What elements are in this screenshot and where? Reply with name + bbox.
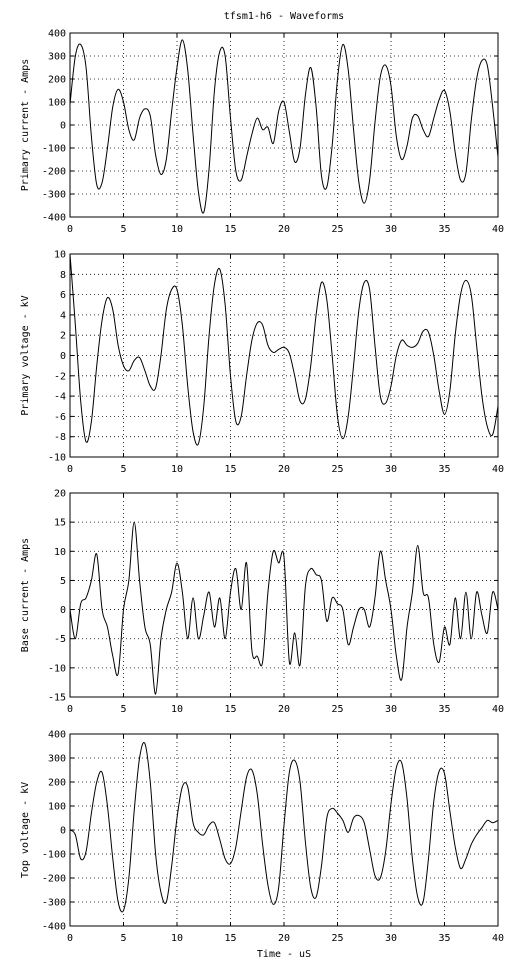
y-tick-label: 8 [60,270,66,281]
y-axis-label: Top voltage - kV [20,782,31,878]
x-tick-label: 5 [120,704,126,715]
x-tick-label: 10 [171,704,183,715]
y-tick-label: -8 [54,432,66,443]
y-tick-label: 0 [60,351,66,362]
chart-panel-4: 0 5 10 15 20 25 30 35 40 -400 -300 -200 -100 0 100 200 3… [20,730,504,961]
y-tick-label: 400 [48,29,66,40]
y-tick-label: -6 [54,412,66,423]
series-line [70,521,498,695]
x-tick-label: 5 [120,224,126,235]
y-tick-label: -4 [54,392,66,403]
chart-panel-1: 0 5 10 15 20 25 30 35 40 -400 -300 -200 -100 0 100 200 3… [20,29,504,236]
x-tick-label: 15 [224,933,236,944]
y-tick-label: -400 [42,922,66,933]
x-tick-label: 40 [492,464,504,475]
y-tick-label: 200 [48,778,66,789]
x-tick-label: 20 [278,224,290,235]
x-tick-label: 0 [67,464,73,475]
y-tick-label: -300 [42,898,66,909]
y-tick-label: -400 [42,213,66,224]
x-tick-label: 40 [492,933,504,944]
y-tick-label: -200 [42,167,66,178]
x-tick-label: 10 [171,933,183,944]
y-tick-label: 10 [54,547,66,558]
x-tick-label: 25 [331,224,343,235]
y-tick-label: 400 [48,730,66,741]
x-tick-label: 20 [278,933,290,944]
y-tick-label: 10 [54,250,66,261]
y-tick-label: -100 [42,144,66,155]
y-tick-label: -200 [42,874,66,885]
plot-frame [69,253,499,458]
x-axis-label: Time - uS [257,949,311,960]
chart-panel-2: 0 5 10 15 20 25 30 35 40 -10 -8 -6 -4 -2 0 2 4 6 8 10 Primar… [20,250,504,476]
y-tick-label: -300 [42,190,66,201]
x-tick-label: 35 [438,224,450,235]
y-tick-label: 300 [48,52,66,63]
y-tick-label: 0 [60,121,66,132]
x-tick-label: 30 [385,704,397,715]
x-tick-label: 35 [438,464,450,475]
x-tick-label: 5 [120,933,126,944]
y-tick-label: 100 [48,802,66,813]
series-line [70,39,498,214]
x-tick-label: 40 [492,224,504,235]
y-tick-label: 6 [60,290,66,301]
series-line [70,742,498,913]
y-axis-label: Primary current - Amps [20,59,31,191]
chart-panel-3: 0 5 10 15 20 25 30 35 40 -15 -10 -5 0 5 10 15 20 Base cur… [20,489,504,716]
x-tick-label: 15 [224,704,236,715]
y-tick-label: -10 [48,453,66,464]
x-tick-label: 40 [492,704,504,715]
x-tick-label: 0 [67,933,73,944]
x-tick-label: 15 [224,464,236,475]
x-tick-label: 25 [331,933,343,944]
x-tick-label: 20 [278,704,290,715]
x-tick-label: 35 [438,933,450,944]
y-tick-label: 2 [60,331,66,342]
x-tick-label: 35 [438,704,450,715]
plot-frame [69,492,499,698]
x-tick-label: 25 [331,704,343,715]
plot-frame [69,32,499,218]
y-tick-label: -10 [48,663,66,674]
x-tick-label: 0 [67,224,73,235]
x-tick-label: 30 [385,224,397,235]
y-tick-label: 200 [48,75,66,86]
y-tick-label: -5 [54,634,66,645]
y-tick-label: 0 [60,826,66,837]
x-tick-label: 5 [120,464,126,475]
x-tick-label: 0 [67,704,73,715]
y-tick-label: -100 [42,850,66,861]
y-axis-label: Base current - Amps [20,538,31,652]
x-tick-label: 25 [331,464,343,475]
y-tick-label: 5 [60,576,66,587]
x-tick-label: 10 [171,224,183,235]
x-tick-label: 15 [224,224,236,235]
y-tick-label: 0 [60,605,66,616]
y-tick-label: 20 [54,489,66,500]
y-tick-label: 15 [54,518,66,529]
chart-panels: 0 5 10 15 20 25 30 35 40-400-300-200-10001002003… [20,29,504,961]
x-tick-label: 30 [385,464,397,475]
x-tick-label: 30 [385,933,397,944]
y-axis-label: Primary voltage - kV [20,295,31,415]
x-tick-label: 20 [278,464,290,475]
x-tick-label: 10 [171,464,183,475]
figure-title: tfsm1-h6 - Waveforms [224,11,344,22]
series-line [70,254,498,446]
y-tick-label: 300 [48,754,66,765]
y-tick-label: 4 [60,310,66,321]
y-tick-label: 100 [48,98,66,109]
y-tick-label: -2 [54,371,66,382]
y-tick-label: -15 [48,693,66,704]
